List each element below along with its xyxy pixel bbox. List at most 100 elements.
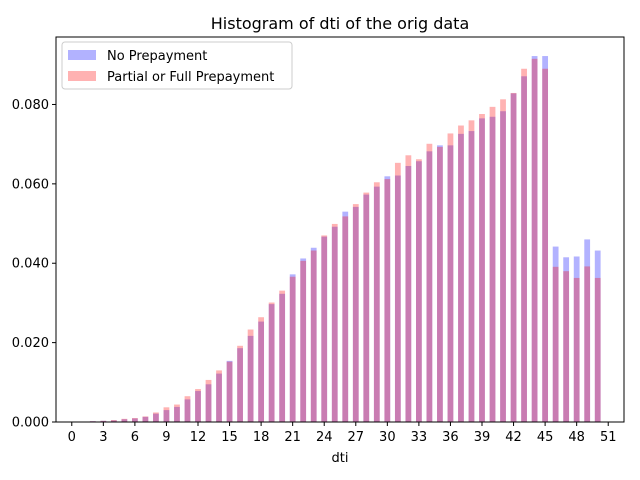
bar-no-prepayment [268,304,275,422]
bar-no-prepayment [394,175,401,422]
x-tick-label: 3 [99,430,107,445]
bar-no-prepayment [321,236,328,422]
bar-partial-or-full-prepayment [321,235,328,422]
bar-partial-or-full-prepayment [500,99,506,422]
bar-no-prepayment [479,118,485,423]
bar-no-prepayment [426,151,433,422]
y-tick-label: 0.080 [12,98,49,113]
bar-no-prepayment [289,274,296,422]
bar-partial-or-full-prepayment [237,345,243,422]
bar-no-prepayment [373,186,380,422]
bar-partial-or-full-prepayment [153,412,159,422]
bar-partial-or-full-prepayment [531,58,538,422]
x-tick-label: 27 [348,430,365,445]
y-tick-label: 0.060 [12,177,49,192]
bars-layer [79,56,601,423]
x-tick-label: 6 [131,430,139,445]
bar-no-prepayment [310,247,317,422]
bar-no-prepayment [342,211,349,422]
bar-no-prepayment [258,321,265,422]
x-tick-label: 45 [537,430,554,445]
bar-partial-or-full-prepayment [447,133,454,422]
bar-no-prepayment [300,258,307,422]
y-axis: 0.000 0.020 0.040 0.060 0.080 [12,98,56,431]
bar-no-prepayment [132,418,138,422]
bar-partial-or-full-prepayment [342,216,349,422]
bar-no-prepayment [247,335,254,422]
bar-partial-or-full-prepayment [594,277,601,422]
bar-partial-or-full-prepayment [426,143,433,422]
bar-partial-or-full-prepayment [289,276,296,422]
bar-partial-or-full-prepayment [142,416,149,422]
x-tick-label: 18 [253,430,270,445]
bar-no-prepayment [416,161,422,423]
bar-partial-or-full-prepayment [416,159,422,422]
bar-partial-or-full-prepayment [510,92,517,423]
x-tick-label: 0 [68,430,76,445]
x-tick-label: 39 [474,430,491,445]
bar-partial-or-full-prepayment [468,120,475,422]
bar-no-prepayment [531,56,538,423]
bar-partial-or-full-prepayment [405,155,412,422]
bar-no-prepayment [121,419,128,422]
bar-no-prepayment [352,206,359,422]
bar-no-prepayment [405,165,412,423]
bar-partial-or-full-prepayment [310,250,317,422]
bar-partial-or-full-prepayment [331,223,338,422]
x-tick-label: 9 [162,430,170,445]
bar-no-prepayment [279,293,286,422]
bar-no-prepayment [552,246,559,422]
bar-partial-or-full-prepayment [247,329,254,422]
bar-partial-or-full-prepayment [384,179,391,422]
bar-partial-or-full-prepayment [363,192,370,422]
bar-no-prepayment [184,399,191,422]
bar-partial-or-full-prepayment [552,266,559,422]
bar-partial-or-full-prepayment [258,317,265,422]
x-tick-label: 42 [505,430,522,445]
bar-partial-or-full-prepayment [352,204,359,422]
bar-partial-or-full-prepayment [458,125,464,422]
legend-label-no-prepayment: No Prepayment [107,49,207,64]
x-tick-label: 15 [221,430,238,445]
bar-partial-or-full-prepayment [584,266,591,422]
bar-partial-or-full-prepayment [563,271,570,422]
bar-partial-or-full-prepayment [121,418,128,422]
bar-no-prepayment [331,226,338,422]
bar-partial-or-full-prepayment [373,182,380,422]
bar-no-prepayment [594,250,601,422]
bar-partial-or-full-prepayment [132,418,138,422]
bar-no-prepayment [573,256,580,422]
legend-swatch-no-prepayment [68,50,96,60]
bar-no-prepayment [363,194,370,422]
bar-partial-or-full-prepayment [184,396,191,422]
bar-partial-or-full-prepayment [205,379,212,422]
bar-no-prepayment [521,76,527,422]
bar-no-prepayment [237,348,243,422]
x-tick-label: 33 [411,430,428,445]
bar-partial-or-full-prepayment [479,114,485,422]
bar-partial-or-full-prepayment [279,290,286,422]
bar-no-prepayment [174,406,180,422]
x-tick-label: 36 [442,430,459,445]
x-tick-label: 24 [316,430,333,445]
bar-partial-or-full-prepayment [226,361,233,422]
bar-no-prepayment [489,116,496,422]
bar-no-prepayment [153,413,159,422]
bar-partial-or-full-prepayment [394,162,401,422]
bar-partial-or-full-prepayment [521,68,527,422]
legend-box [61,41,293,90]
chart-title: Histogram of dti of the orig data [211,14,470,33]
x-tick-label: 21 [284,430,301,445]
bar-partial-or-full-prepayment [300,260,307,422]
bar-partial-or-full-prepayment [573,277,580,422]
y-tick-label: 0.020 [12,336,49,351]
bar-no-prepayment [500,111,506,422]
bar-partial-or-full-prepayment [489,106,496,423]
bar-no-prepayment [110,420,117,422]
legend-swatch-prepayment [68,71,96,81]
plot-frame [55,36,625,423]
bar-no-prepayment [584,239,591,422]
bar-no-prepayment [216,373,222,422]
bar-no-prepayment [437,145,443,423]
